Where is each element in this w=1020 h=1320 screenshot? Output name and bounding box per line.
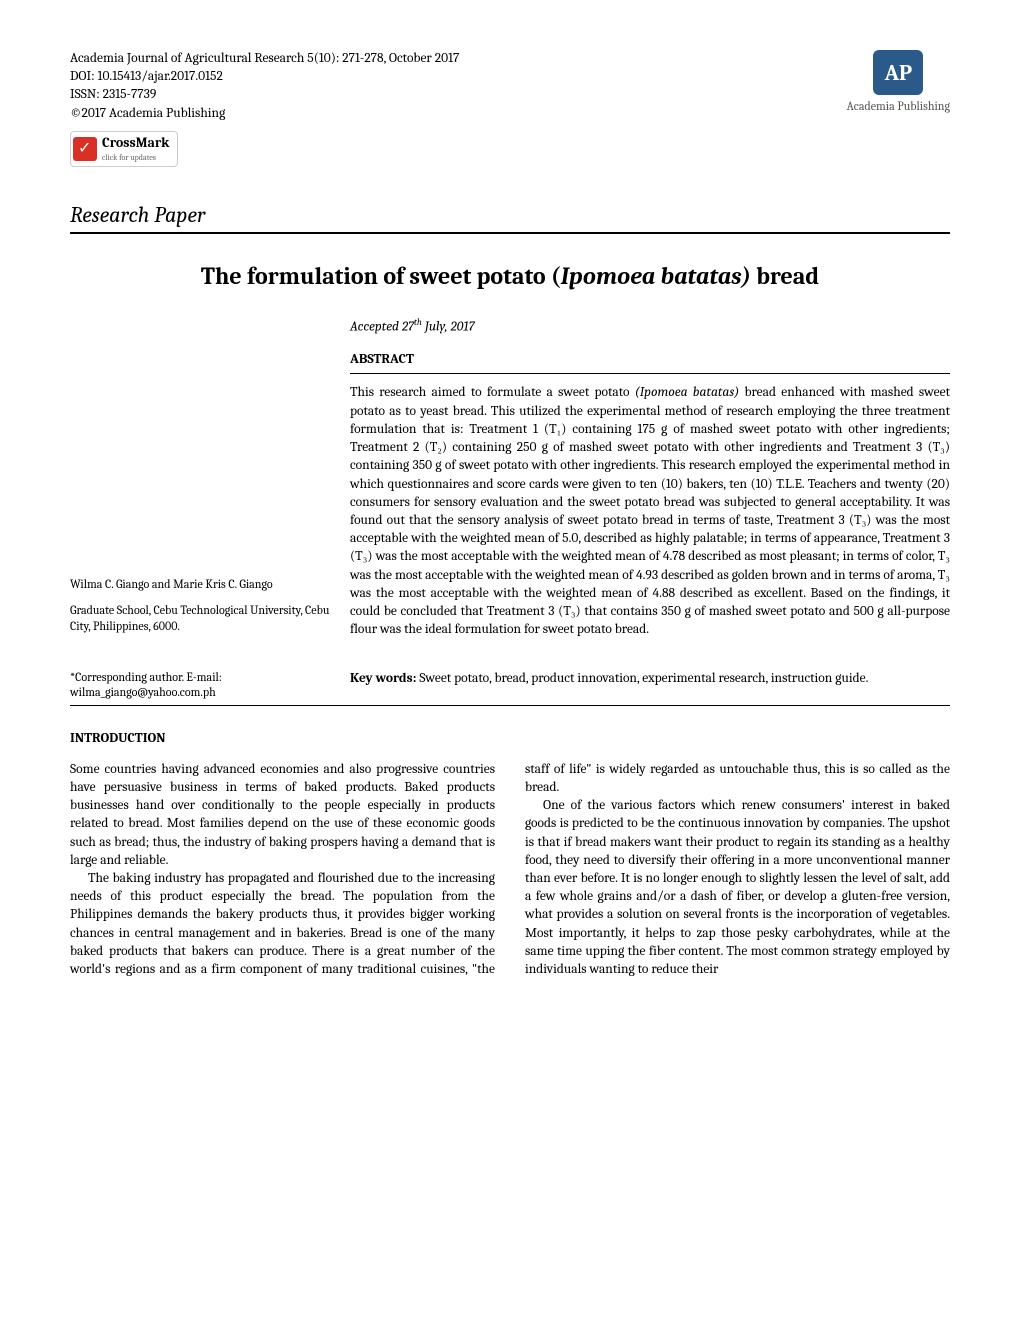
metadata-block: Wilma C. Giango and Marie Kris C. Giango… (70, 318, 950, 640)
keywords-label: Key words: (350, 671, 416, 686)
body-text: Some countries having advanced economies… (70, 761, 950, 980)
accepted-date: Accepted 27th July, 2017 (350, 318, 950, 335)
intro-paragraph-3: One of the various factors which renew c… (525, 797, 950, 979)
title-suffix: bread (751, 262, 819, 290)
issn-line: ISSN: 2315-7739 (70, 86, 459, 104)
header-row: Academia Journal of Agricultural Researc… (70, 50, 950, 167)
intro-heading: INTRODUCTION (70, 731, 950, 746)
crossmark-text-wrap: CrossMark click for updates (102, 134, 169, 164)
abstract-text-1: This research aimed to formulate a sweet… (350, 385, 635, 400)
author-column: Wilma C. Giango and Marie Kris C. Giango… (70, 318, 330, 640)
abstract-column: Accepted 27th July, 2017 ABSTRACT This r… (350, 318, 950, 640)
title-species: Ipomoea batatas) (561, 262, 751, 290)
corr-label: *Corresponding author. E-mail: (70, 670, 330, 686)
crossmark-badge[interactable]: CrossMark click for updates (70, 131, 178, 167)
accepted-prefix: Accepted 27 (350, 319, 414, 334)
publisher-name: Academia Publishing (847, 99, 950, 113)
abstract-text-2: bread enhanced with mashed sweet potato … (350, 385, 950, 637)
crossmark-icon (73, 137, 97, 161)
accepted-sup: th (414, 318, 422, 328)
intro-paragraph-1: Some countries having advanced economies… (70, 761, 495, 870)
article-title: The formulation of sweet potato (Ipomoea… (70, 262, 950, 290)
journal-info: Academia Journal of Agricultural Researc… (70, 50, 459, 167)
keywords-row: *Corresponding author. E-mail: wilma_gia… (70, 670, 950, 706)
journal-line: Academia Journal of Agricultural Researc… (70, 50, 459, 68)
abstract-species: (Ipomoea batatas) (635, 385, 740, 400)
publisher-icon: AP (873, 50, 923, 95)
affiliation: Graduate School, Cebu Technological Univ… (70, 602, 330, 634)
corresponding-author: *Corresponding author. E-mail: wilma_gia… (70, 670, 330, 701)
publisher-logo: AP Academia Publishing (847, 50, 950, 113)
keywords-text: Sweet potato, bread, product innovation,… (416, 671, 868, 686)
authors: Wilma C. Giango and Marie Kris C. Giango (70, 576, 330, 592)
corr-email: wilma_giango@yahoo.com.ph (70, 685, 330, 701)
copyright-line: ©2017 Academia Publishing (70, 105, 459, 123)
accepted-suffix: July, 2017 (422, 319, 475, 334)
crossmark-sub: click for updates (102, 153, 169, 164)
abstract-heading: ABSTRACT (350, 352, 950, 374)
section-label: Research Paper (70, 202, 950, 234)
keywords: Key words: Sweet potato, bread, product … (350, 670, 950, 701)
title-prefix: The formulation of sweet potato ( (201, 262, 561, 290)
abstract-text: This research aimed to formulate a sweet… (350, 384, 950, 639)
crossmark-label: CrossMark (102, 134, 169, 151)
doi-line: DOI: 10.15413/ajar.2017.0152 (70, 68, 459, 86)
